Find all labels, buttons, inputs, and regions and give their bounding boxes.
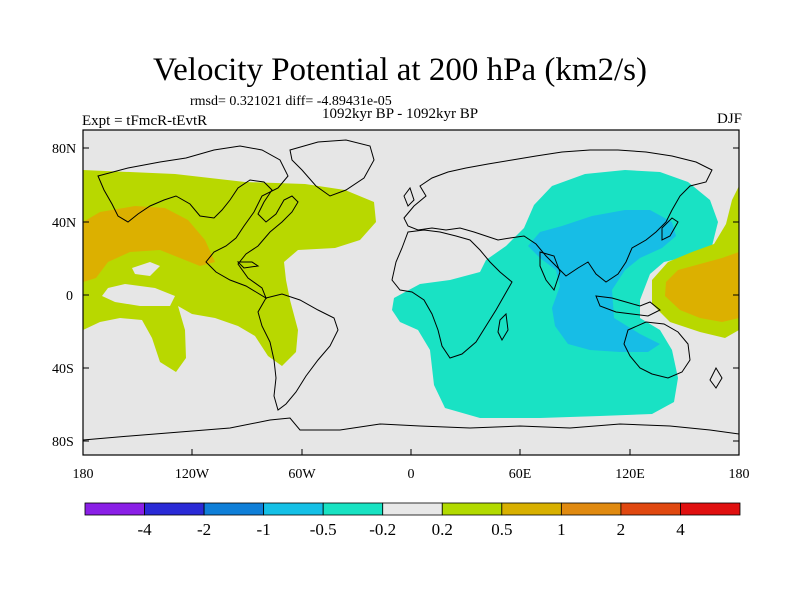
- lon-ticks: [82, 449, 740, 455]
- coastline-cuba: [236, 261, 260, 269]
- coastline-japan: [661, 217, 679, 241]
- coastline-greenland: [289, 139, 375, 197]
- colorbar-swatch: [203, 502, 265, 516]
- map-plot: 80N 40N 0 40S 80S 180 120W 60W 0 60E 120…: [52, 129, 750, 482]
- colorbar-label: -1: [257, 520, 271, 539]
- lat-label-40n: 40N: [52, 216, 76, 231]
- colorbar-label: 0.5: [491, 520, 512, 539]
- positive-region-west-pacific-core: [665, 252, 739, 322]
- colorbar-swatch: [263, 502, 324, 516]
- colorbar-label: -4: [137, 520, 152, 539]
- lat-label-0: 0: [66, 289, 73, 304]
- colorbar-label: -0.2: [369, 520, 396, 539]
- rmsd-stats: rmsd= 0.321021 diff= -4.89431e-05: [190, 94, 392, 109]
- colorbar-swatch: [620, 502, 681, 516]
- colorbar-label: 2: [617, 520, 626, 539]
- lat-ticks: [83, 147, 739, 442]
- coastline-south-america: [257, 293, 339, 411]
- coastline-uk: [403, 186, 415, 207]
- neutral-patch-1: [132, 262, 160, 276]
- contour-fill-layer: [83, 170, 739, 418]
- colorbar-label: -0.5: [310, 520, 337, 539]
- lon-label-60w: 60W: [288, 467, 316, 482]
- experiment-label: Expt = tFmcR-tEvtR: [82, 113, 208, 129]
- colorbar-swatch: [322, 502, 384, 516]
- coastline-north-america: [97, 145, 299, 300]
- coastline-maritime-continent: [595, 295, 661, 317]
- coastline-europe-asia: [403, 149, 713, 283]
- positive-region-east-pacific-core: [83, 206, 215, 282]
- colorbar-swatch: [680, 502, 741, 516]
- lon-label-180w: 180: [73, 467, 94, 482]
- lon-label-0: 0: [408, 467, 415, 482]
- lat-label-40s: 40S: [52, 362, 74, 377]
- colorbar-label: 0.2: [432, 520, 453, 539]
- colorbar-label: -2: [197, 520, 211, 539]
- lon-label-180e: 180: [729, 467, 750, 482]
- coastline-indian-subcontinent: [539, 251, 561, 292]
- coastlines: [83, 139, 739, 441]
- lon-label-120e: 120E: [615, 467, 645, 482]
- coastline-africa: [391, 229, 513, 359]
- colorbar-swatch: [441, 502, 503, 516]
- colorbar-swatch: [382, 502, 443, 516]
- colorbar-swatch: [144, 502, 205, 516]
- colorbar-label: 4: [676, 520, 685, 539]
- colorbar-label: 1: [557, 520, 566, 539]
- lat-label-80s: 80S: [52, 435, 74, 450]
- colorbar-swatch: [501, 502, 562, 516]
- negative-region-asia: [528, 210, 676, 352]
- coastline-australia: [623, 321, 691, 379]
- coastline-antarctica: [83, 417, 739, 441]
- lon-label-60e: 60E: [509, 467, 532, 482]
- lon-label-120w: 120W: [175, 467, 210, 482]
- lat-label-80n: 80N: [52, 142, 76, 157]
- neutral-patch-2: [102, 284, 175, 306]
- coastline-new-zealand: [709, 366, 723, 389]
- figure-title: Velocity Potential at 200 hPa (km2/s): [152, 52, 648, 88]
- colorbar-swatch: [84, 502, 145, 516]
- colorbar-swatch: [560, 502, 622, 516]
- colorbar: -4 -2 -1 -0.5 -0.2 0.2 0.5 1 2 4: [84, 502, 741, 539]
- season-label: DJF: [716, 111, 742, 127]
- figure-subtitle: 1092kyr BP - 1092kyr BP: [321, 106, 479, 122]
- coastline-madagascar: [497, 312, 509, 342]
